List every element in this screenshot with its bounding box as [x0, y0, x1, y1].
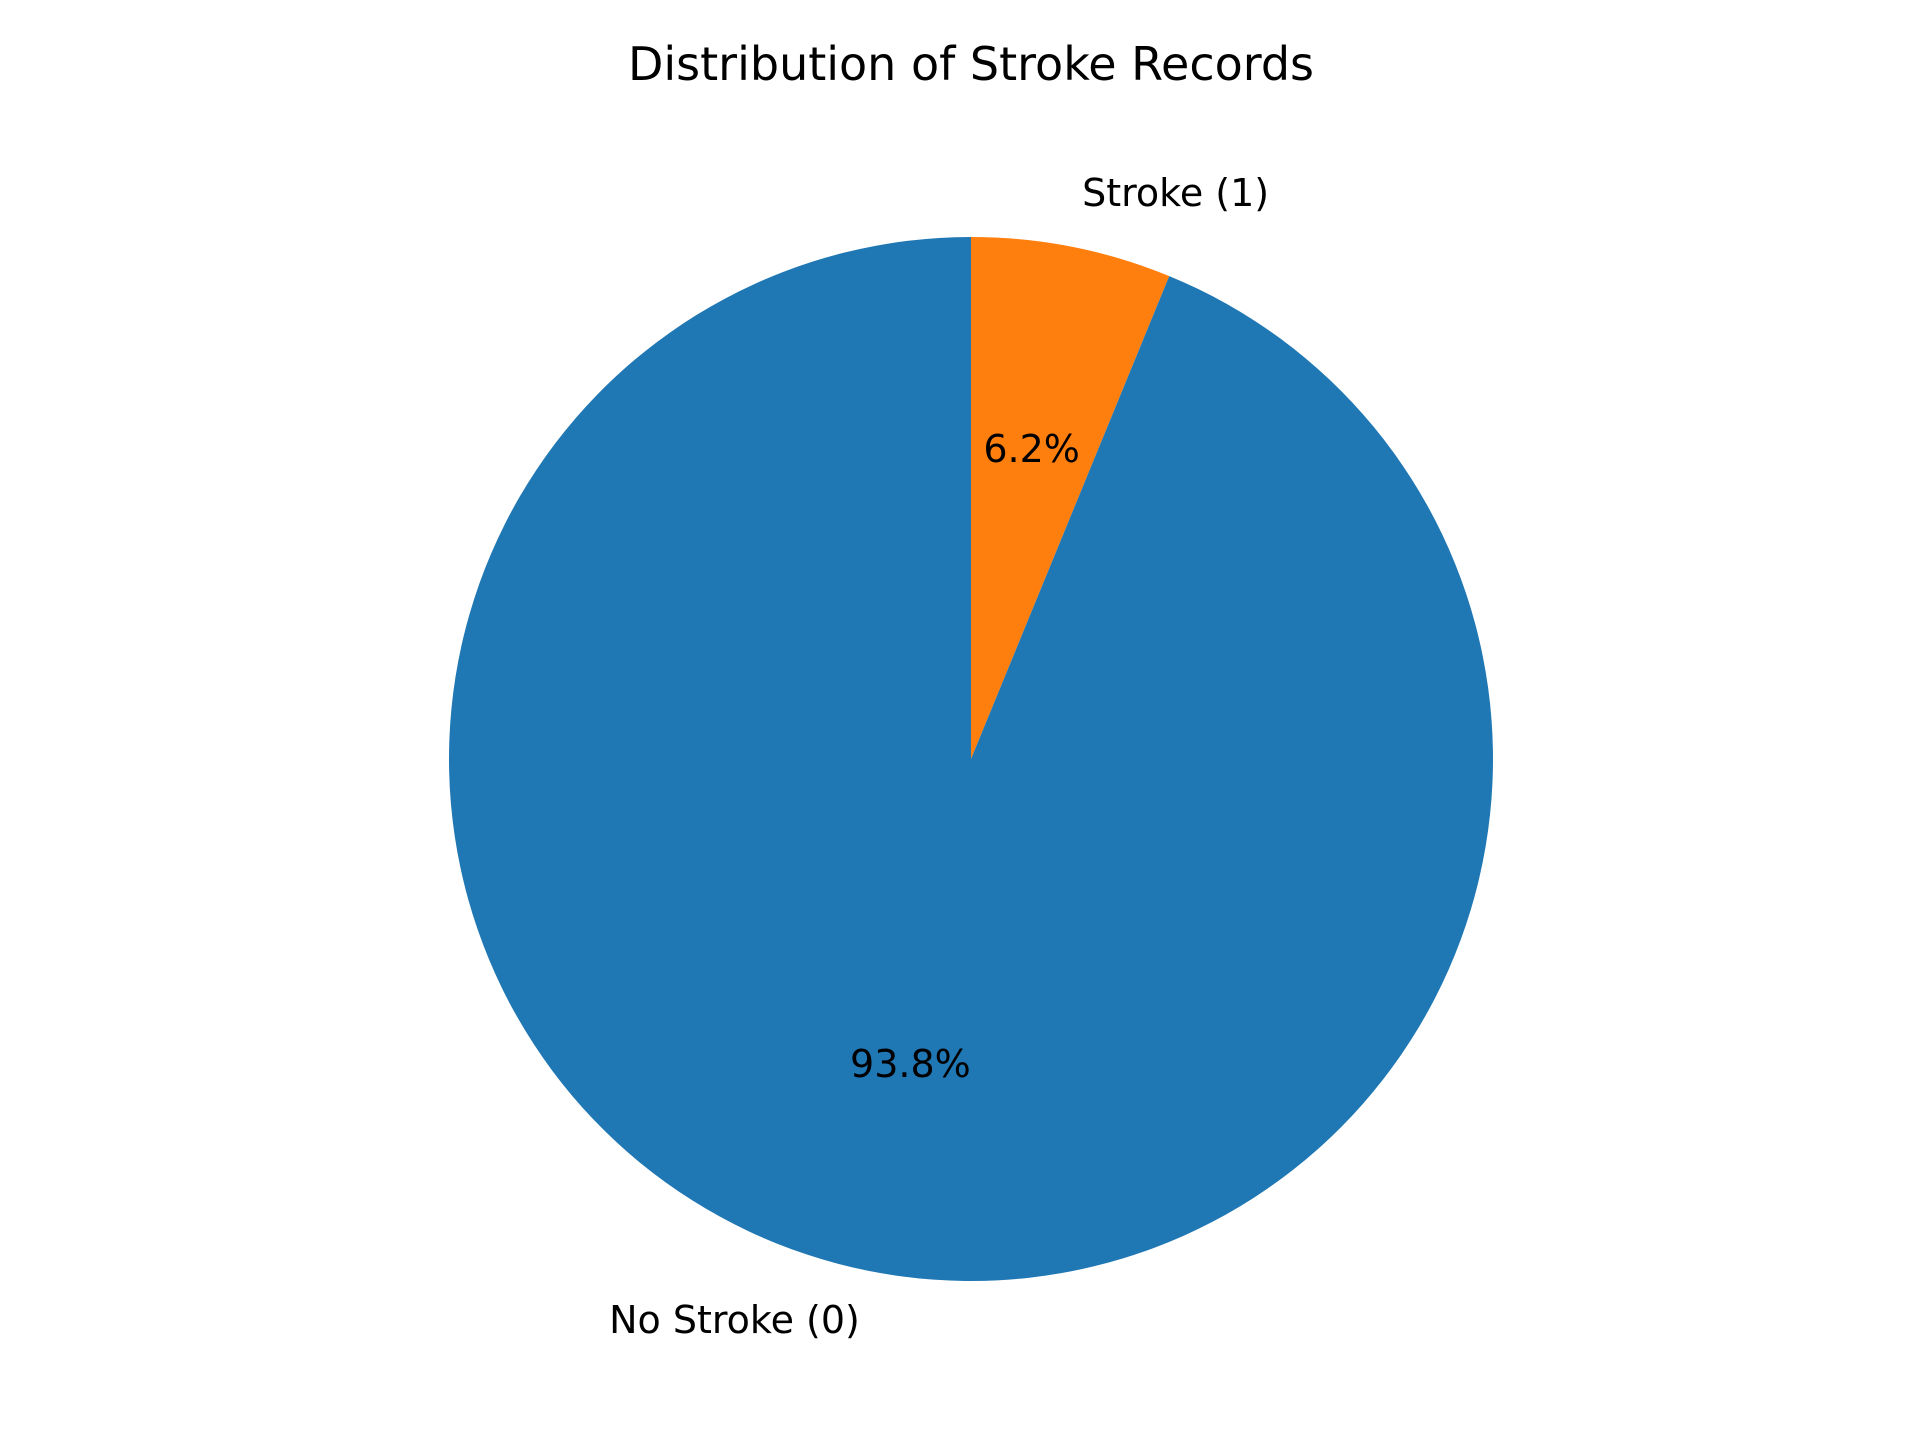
- pie-labels: Stroke (1) 6.2% No Stroke (0) 93.8%: [609, 171, 1269, 1342]
- slice-percent-no-stroke-0: 93.8%: [850, 1042, 971, 1086]
- slice-percent-stroke-1: 6.2%: [983, 427, 1080, 471]
- pie-slice-stroke-1: [971, 237, 1170, 759]
- slice-label-no-stroke-0: No Stroke (0): [609, 1298, 860, 1342]
- pie-slices: [448, 237, 1493, 1281]
- chart-title: Distribution of Stroke Records: [628, 37, 1314, 91]
- pie-slice-no-stroke-0: [448, 237, 1493, 1281]
- slice-label-stroke-1: Stroke (1): [1082, 171, 1269, 215]
